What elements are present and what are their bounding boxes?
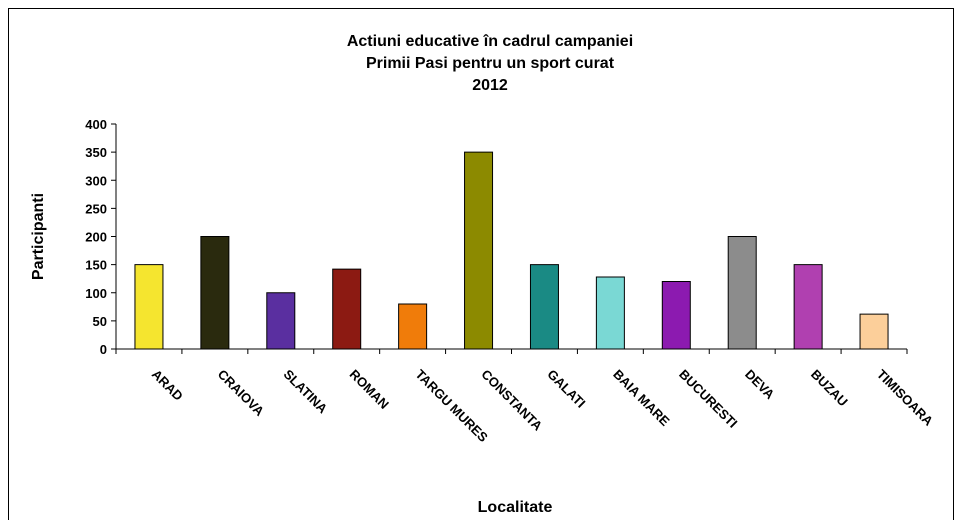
bar-arad — [134, 264, 164, 350]
y-tick-label: 300 — [85, 173, 107, 188]
category-label: CRAIOVA — [215, 367, 268, 420]
chart-title-line-1: Actiuni educative în cadrul campaniei — [347, 33, 633, 50]
category-labels: ARAD CRAIOVA SLATINA ROMAN TARGU MURESCONSTA… — [149, 367, 937, 446]
category-label: SLATINA — [281, 367, 331, 417]
bar-chart: Actiuni educative în cadrul campaniei Pri… — [30, 33, 937, 516]
bar-targu-mures — [398, 303, 428, 350]
category-label: CONSTANTA — [478, 367, 545, 434]
category-label: BUZAU — [808, 367, 851, 410]
bar-deva — [727, 236, 757, 350]
category-label: GALATI — [544, 367, 588, 411]
bar-baia-mare — [595, 276, 625, 350]
bars — [134, 151, 889, 350]
y-axis-label: Participanti — [30, 193, 47, 280]
category-label: ROMAN — [347, 367, 392, 412]
y-tick-label: 0 — [100, 342, 107, 357]
chart-title-line-2: Primii Pasi pentru un sport curat — [366, 55, 615, 72]
category-label: BUCURESTI — [676, 367, 740, 431]
y-tick-label: 150 — [85, 258, 107, 273]
category-label: TIMISOARA — [874, 367, 937, 430]
y-tick-label: 350 — [85, 145, 107, 160]
chart-title-line-3: 2012 — [472, 77, 508, 94]
bar-bucuresti — [661, 281, 691, 350]
bar-buzau — [793, 264, 823, 350]
y-tick-label: 400 — [85, 117, 107, 132]
category-label: TARGU MURES — [413, 367, 492, 446]
bar-constanta — [464, 151, 494, 350]
category-label: DEVA — [742, 367, 778, 403]
x-axis-label: Localitate — [478, 499, 553, 516]
bar-slatina — [266, 292, 296, 350]
chart-title: Actiuni educative în cadrul campaniei Pri… — [347, 33, 633, 94]
x-axis — [115, 348, 908, 354]
y-tick-label: 200 — [85, 230, 107, 245]
y-axis: 0 50 100 150 200 250 300 350 400 — [85, 117, 117, 357]
bar-roman — [332, 268, 362, 350]
chart-frame: Actiuni educative în cadrul campaniei Pri… — [8, 8, 954, 520]
bar-craiova — [200, 236, 230, 350]
y-tick-label: 250 — [85, 201, 107, 216]
bar-galati — [529, 264, 559, 350]
y-tick-label: 50 — [93, 314, 107, 329]
category-label: ARAD — [149, 367, 186, 404]
category-label: BAIA MARE — [610, 367, 673, 430]
bar-timisoara — [859, 313, 889, 350]
y-tick-label: 100 — [85, 286, 107, 301]
